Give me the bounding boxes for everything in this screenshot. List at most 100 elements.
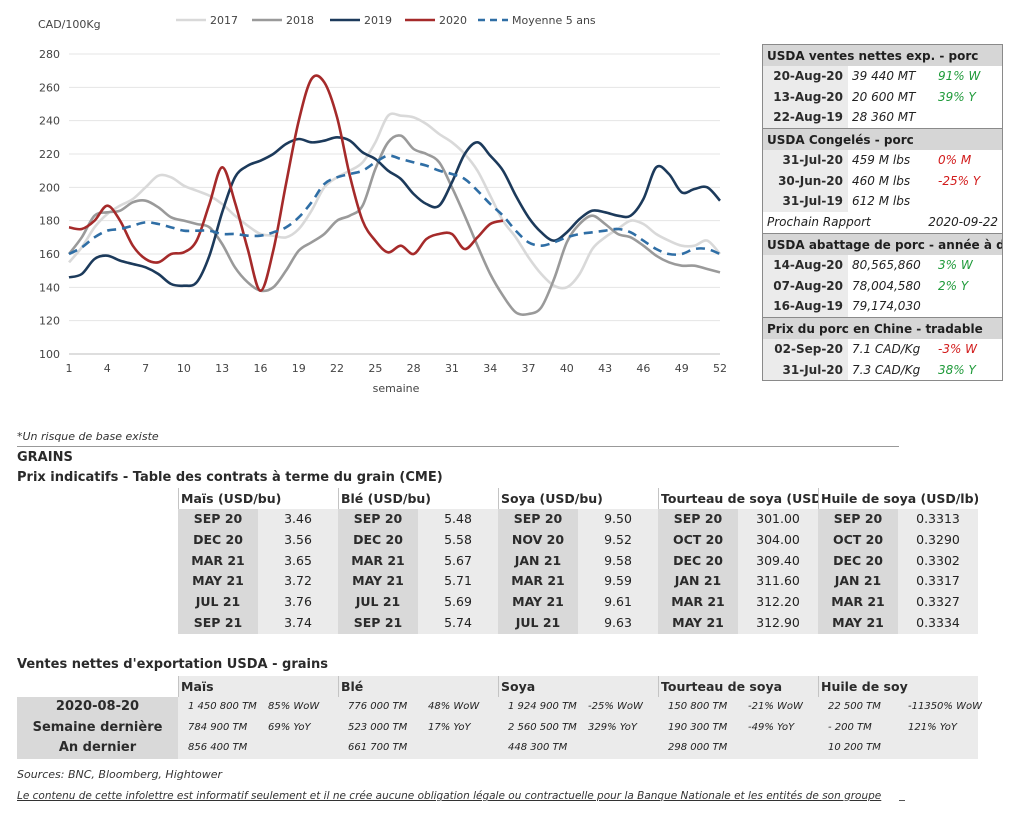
hog-price-chart: 100 120 140 160 180 200 220 240 260 280 1 4 7 10 13 16 1… [38, 14, 727, 395]
export-cell: 10 200 TM [818, 738, 978, 760]
y-tick-label: 280 [39, 48, 60, 61]
stat-change: 3% W [938, 257, 973, 272]
stat-row: 16-Aug-19 79,174,030 [763, 296, 1002, 317]
contract-price: 9.61 [578, 592, 658, 613]
export-change: 329% YoY [588, 721, 638, 733]
contract-price: 9.59 [578, 571, 658, 593]
contract-price: 9.63 [578, 612, 658, 634]
contract-price: 0.3290 [898, 529, 978, 551]
export-volume: 448 300 TM [508, 742, 568, 754]
contract-price: 5.74 [418, 612, 498, 634]
stat-value: 7.3 CAD/Kg [852, 362, 921, 377]
futures-table: Maïs (USD/bu) SEP 20 3.46 DEC 20 3.56 MAR 21 3… [178, 488, 978, 634]
stat-change: 2% Y [938, 278, 969, 293]
futures-group: Tourteau de soya (USD/STSEP 20301.00OCT … [658, 488, 818, 634]
section-rows: 31-Jul-20 459 M lbs 0% M 30-Jun-20 460 M lbs… [763, 150, 1002, 213]
x-tick-label: 52 [713, 362, 727, 375]
export-column-header: Huile de soy [818, 676, 978, 697]
contract-price: 3.65 [258, 550, 338, 572]
section-title: USDA abattage de porc - année à date [763, 232, 1002, 255]
export-change: -21% WoW [748, 701, 803, 712]
series-line-0 [68, 112, 721, 290]
contract-month: MAY 21 [818, 612, 898, 634]
export-change [588, 738, 658, 759]
futures-row: DEC 20 0.3302 [818, 550, 978, 572]
export-column-header: Maïs [178, 676, 338, 697]
contract-price: 9.50 [578, 509, 658, 530]
legend-label: 2019 [364, 14, 392, 27]
contract-price: 311.60 [738, 571, 818, 593]
contract-price: 312.90 [738, 612, 818, 634]
contract-month: DEC 20 [658, 550, 738, 572]
contract-price: 5.48 [418, 509, 498, 530]
futures-row: MAR 21 0.3327 [818, 592, 978, 613]
stat-value: 78,004,580 [852, 278, 921, 293]
export-change: -11350% WoW [908, 701, 982, 712]
contract-price: 0.3334 [898, 612, 978, 634]
export-volume: 298 000 TM [668, 742, 728, 754]
x-axis-label: semaine [373, 382, 420, 395]
stat-date: 20-Aug-20 [763, 66, 848, 87]
contract-price: 0.3327 [898, 592, 978, 613]
stat-value: 39 440 MT [852, 69, 916, 83]
stat-value: 7.1 CAD/Kg [852, 341, 921, 356]
futures-row: MAR 21 5.67 [338, 550, 498, 572]
x-tick-label: 22 [330, 362, 344, 375]
contract-month: DEC 20 [818, 550, 898, 572]
export-change: 85% WoW [268, 701, 320, 712]
disclaimer-link[interactable]: Le contenu de cette infolettre est infor… [17, 790, 882, 802]
y-tick-label: 220 [39, 148, 60, 161]
export-volume: 2 560 500 TM [508, 721, 577, 733]
usda-side-table: USDA ventes nettes exp. - porc 20-Aug-20… [762, 44, 1003, 382]
stat-date: 14-Aug-20 [763, 254, 848, 276]
contract-month: SEP 20 [338, 509, 418, 530]
export-change: 48% WoW [428, 701, 480, 712]
contract-month: MAY 21 [498, 592, 578, 613]
y-tick-label: 140 [39, 281, 60, 294]
grains-heading: GRAINS [17, 450, 73, 465]
export-cell: 448 300 TM [498, 738, 658, 760]
divider [899, 800, 905, 801]
x-tick-label: 1 [66, 362, 73, 375]
contract-month: JAN 21 [658, 571, 738, 593]
export-column-header: Tourteau de soya [658, 676, 818, 697]
contract-month: SEP 21 [178, 612, 258, 634]
export-volume: 190 300 TM [668, 721, 728, 733]
export-cell: 190 300 TM -49% YoY [658, 717, 818, 739]
contract-price: 301.00 [738, 509, 818, 530]
stat-value: 459 M lbs [852, 153, 911, 168]
x-tick-label: 28 [407, 362, 421, 375]
contract-price: 3.74 [258, 612, 338, 634]
export-sales-table: Maïs Blé Soya Tourteau de soya Huile de soy 2… [17, 676, 982, 760]
next-report-row: Prochain Rapport 2020-09-22 [763, 212, 1002, 233]
contract-month: OCT 20 [658, 529, 738, 551]
stat-value: 612 M lbs [852, 194, 911, 209]
y-tick-label: 100 [39, 348, 60, 361]
sources-line: Sources: BNC, Bloomberg, Hightower [17, 768, 223, 781]
contract-price: 309.40 [738, 550, 818, 572]
futures-row: MAY 21 312.90 [658, 612, 818, 634]
export-cell: 1 924 900 TM -25% WoW [498, 697, 658, 718]
contract-price: 3.46 [258, 509, 338, 530]
stat-row: 31-Jul-20 459 M lbs 0% M [763, 150, 1002, 171]
export-volume: 22 500 TM [828, 701, 881, 712]
futures-row: SEP 20 0.3313 [818, 509, 978, 530]
futures-row: MAR 21 312.20 [658, 592, 818, 613]
contract-month: MAR 21 [818, 592, 898, 613]
futures-row: JAN 21 9.58 [498, 550, 658, 572]
legend-label: 2017 [210, 14, 238, 27]
futures-row: MAR 21 9.59 [498, 571, 658, 593]
contract-month: MAR 21 [178, 550, 258, 572]
stat-change: 39% Y [938, 89, 976, 104]
contract-month: DEC 20 [178, 529, 258, 551]
y-axis-label: CAD/100Kg [38, 18, 101, 31]
stat-change: -3% W [938, 341, 978, 356]
stat-row: 13-Aug-20 20 600 MT 39% Y [763, 86, 1002, 108]
stat-row: 14-Aug-20 80,565,860 3% W [763, 254, 1002, 276]
futures-row: JAN 21 0.3317 [818, 571, 978, 593]
export-cell: 22 500 TM -11350% WoW [818, 697, 982, 718]
y-tick-label: 160 [39, 248, 60, 261]
legend-label: Moyenne 5 ans [512, 14, 596, 27]
export-volume: 776 000 TM [348, 701, 408, 712]
export-row-label: 2020-08-20 [17, 697, 178, 718]
